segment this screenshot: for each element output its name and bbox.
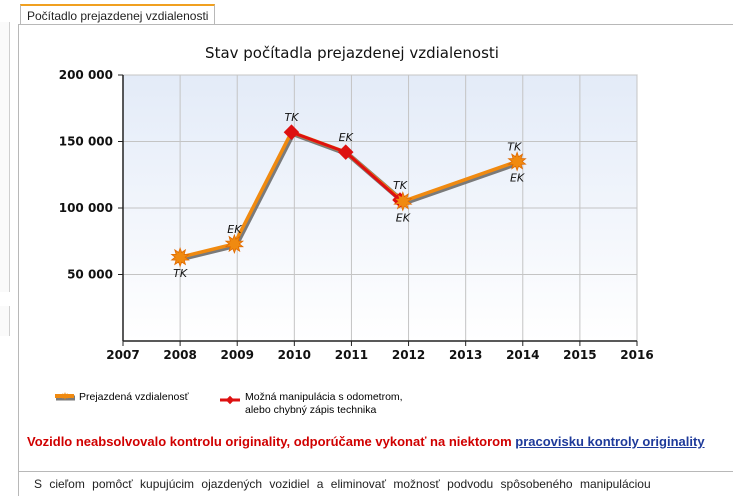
- point-marker-prejazdena: [224, 233, 245, 255]
- x-tick-label: 2016: [620, 348, 653, 362]
- chart-title: Stav počítadla prejazdenej vzdialenosti: [205, 44, 499, 62]
- data-label: TK: [393, 179, 408, 192]
- x-tick-label: 2009: [221, 348, 254, 362]
- x-tick-label: 2007: [106, 348, 139, 362]
- data-label: TK: [173, 267, 188, 280]
- point-marker-manipulacia: [337, 144, 354, 160]
- legend-marker-manipulacia: [225, 395, 235, 405]
- originality-warning: Vozidlo neabsolvovalo kontrolu originali…: [27, 433, 707, 450]
- y-tick-label: 50 000: [67, 268, 113, 282]
- data-label: EK: [339, 131, 354, 144]
- point-marker-prejazdena: [170, 247, 190, 268]
- info-text: S cieľom pomôcť kupujúcim ojazdených voz…: [34, 477, 651, 491]
- legend-marker-prejazdena: [61, 392, 69, 400]
- legend-label-prejazdena: Prejazdená vzdialenosť: [79, 391, 190, 403]
- odometer-chart: Stav počítadla prejazdenej vzdialenosti 2…: [55, 44, 654, 416]
- data-label: EK: [227, 223, 242, 236]
- data-label: TK: [285, 111, 300, 124]
- legend-label-manipulacia: alebo chybný zápis technika: [245, 404, 376, 416]
- y-tick-label: 150 000: [59, 135, 113, 149]
- data-label: EK: [396, 211, 411, 224]
- originality-workshop-link[interactable]: pracovisku kontroly originality: [515, 434, 705, 449]
- legend-label-manipulacia: Možná manipulácia s odometrom,: [245, 391, 403, 403]
- left-panel-edge-lower: [0, 306, 10, 336]
- left-panel-edge: [0, 22, 10, 292]
- y-tick-label: 100 000: [59, 201, 113, 215]
- data-label: EK: [510, 171, 525, 184]
- point-marker-prejazdena: [507, 151, 527, 172]
- data-label: TK: [507, 140, 522, 153]
- point-marker-prejazdena: [395, 193, 411, 210]
- x-tick-label: 2008: [163, 348, 196, 362]
- info-divider: [18, 471, 733, 472]
- x-tick-label: 2010: [278, 348, 311, 362]
- tab-odometer[interactable]: Počítadlo prejazdenej vzdialenosti: [20, 4, 216, 24]
- y-tick-label: 200 000: [59, 68, 113, 82]
- x-tick-label: 2013: [449, 348, 482, 362]
- warning-text: Vozidlo neabsolvovalo kontrolu originali…: [27, 434, 516, 449]
- x-tick-label: 2015: [563, 348, 596, 362]
- content-panel: [18, 24, 733, 496]
- x-tick-label: 2012: [392, 348, 425, 362]
- x-tick-label: 2011: [335, 348, 368, 362]
- x-tick-label: 2014: [506, 348, 539, 362]
